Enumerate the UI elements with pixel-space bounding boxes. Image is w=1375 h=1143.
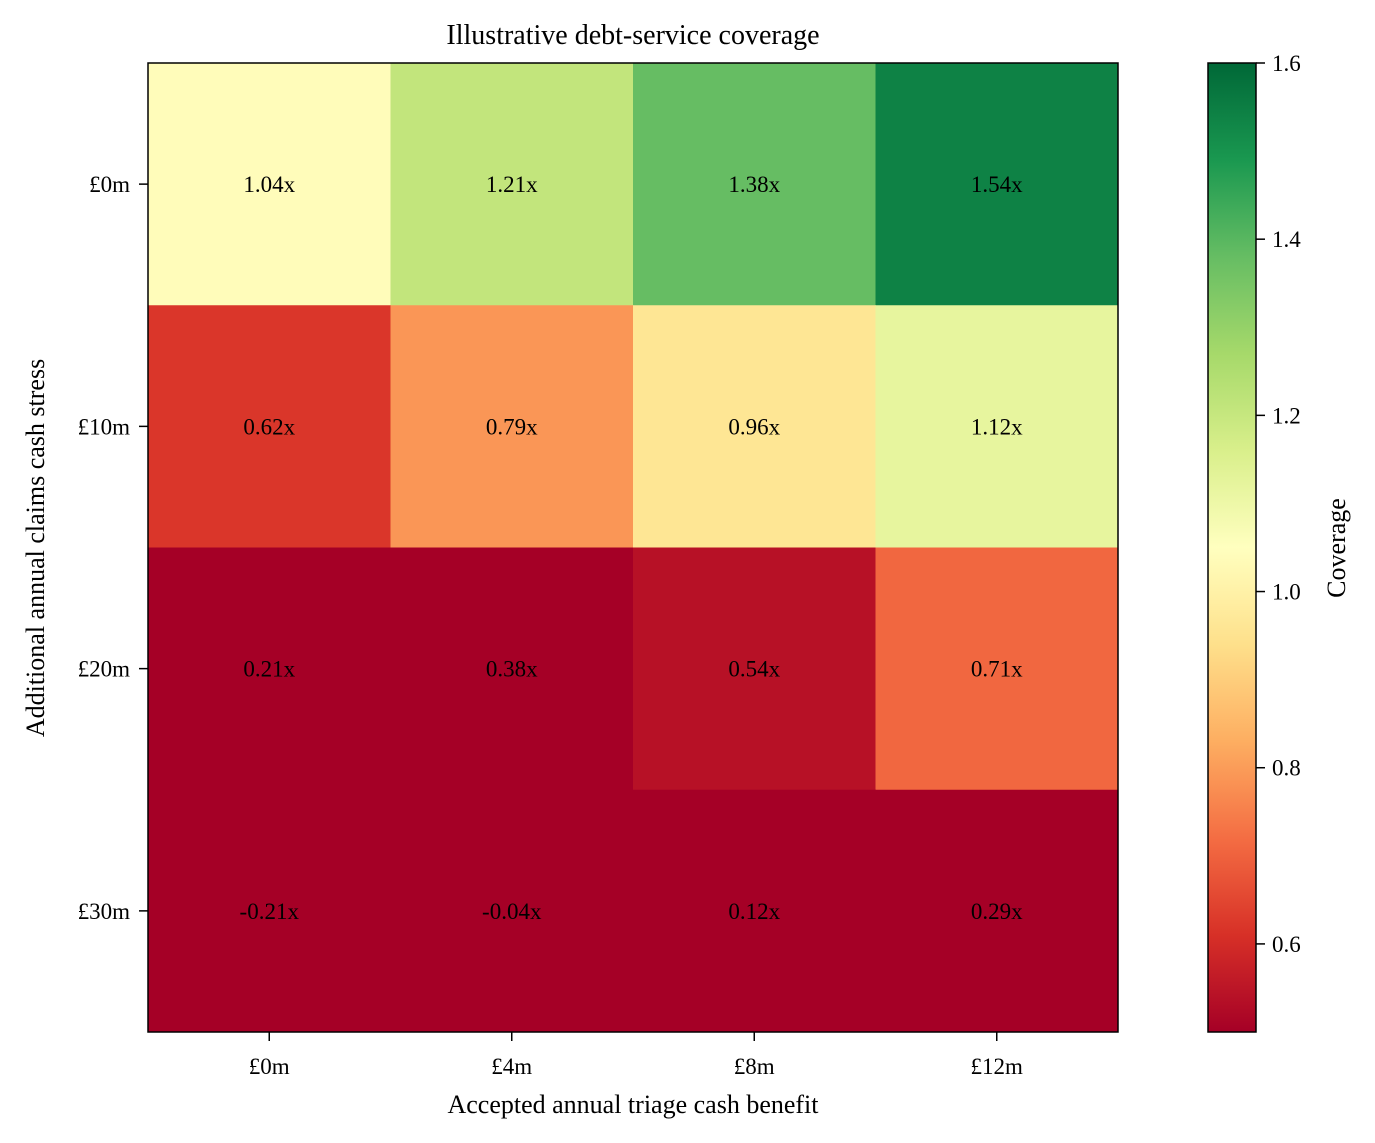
plot-frame [147, 62, 1119, 1033]
cell-value-label: 1.21x [486, 172, 538, 197]
cell-value-label: 1.04x [243, 172, 295, 197]
y-tick-label: £0m [89, 172, 130, 197]
chart-title: Illustrative debt-service coverage [446, 20, 819, 51]
heatmap-cell [633, 547, 876, 791]
colorbar-ticks: 0.6 0.8 1.0 1.2 1.4 1.6 [1256, 51, 1301, 957]
cell-value-label: 0.12x [728, 899, 780, 924]
cell-value-label: 0.71x [971, 657, 1023, 682]
y-axis-ticks: £0m £10m £20m £30m [78, 172, 148, 924]
colorbar-tick-label: 0.8 [1272, 756, 1301, 781]
heatmap-cell [148, 63, 391, 306]
colorbar-label: Coverage [1322, 498, 1351, 598]
cell-value-label: -0.04x [482, 899, 542, 924]
y-tick-label: £20m [78, 657, 131, 682]
cell-value-label: 0.38x [486, 657, 538, 682]
cell-value-label: 1.54x [971, 172, 1023, 197]
x-tick-label: £0m [249, 1054, 290, 1079]
cell-value-label: 0.54x [728, 657, 780, 682]
cell-value-label: -0.21x [240, 899, 300, 924]
y-tick-label: £30m [78, 899, 131, 924]
heatmap-cell [148, 305, 391, 548]
x-tick-label: £4m [491, 1054, 532, 1079]
heatmap-cell [875, 547, 1119, 791]
colorbar-tick-label: 0.6 [1272, 932, 1301, 957]
heatmap-cell [148, 789, 391, 1033]
cell-value-label: 0.62x [243, 414, 295, 439]
heatmap-cell [148, 547, 391, 791]
heatmap-cell [390, 305, 634, 548]
y-tick-label: £10m [78, 414, 131, 439]
colorbar-tick-label: 1.2 [1272, 403, 1301, 428]
heatmap-cell [875, 63, 1119, 306]
colorbar [1207, 62, 1257, 1033]
cell-value-label: 1.12x [971, 414, 1023, 439]
colorbar-tick-label: 1.0 [1272, 580, 1301, 605]
heatmap-cell [633, 305, 876, 548]
colorbar-tick-label: 1.4 [1272, 227, 1301, 252]
cell-value-label: 1.38x [728, 172, 780, 197]
x-axis-label: Accepted annual triage cash benefit [447, 1090, 819, 1119]
cell-value-label: 0.96x [728, 414, 780, 439]
cell-value-label: 0.79x [486, 414, 538, 439]
heatmap-cell [875, 789, 1119, 1033]
heatmap-cell [390, 547, 634, 791]
colorbar-tick-label: 1.6 [1272, 51, 1301, 76]
heatmap-cell [390, 789, 634, 1033]
heatmap-cell [633, 789, 876, 1033]
heatmap-cell [875, 305, 1119, 548]
x-tick-label: £8m [734, 1054, 775, 1079]
y-axis-label: Additional annual claims cash stress [21, 359, 50, 737]
cell-value-label: 0.21x [243, 657, 295, 682]
heatmap-cell [390, 63, 634, 306]
heatmap-cell [633, 63, 876, 306]
cell-value-label: 0.29x [971, 899, 1023, 924]
x-axis-ticks: £0m £4m £8m £12m [249, 1032, 1023, 1079]
heatmap-cells: 1.04x 1.21x 1.38x 1.54x 0.62x 0.79x 0.96x 1.12x… [148, 63, 1119, 1033]
x-tick-label: £12m [971, 1054, 1024, 1079]
